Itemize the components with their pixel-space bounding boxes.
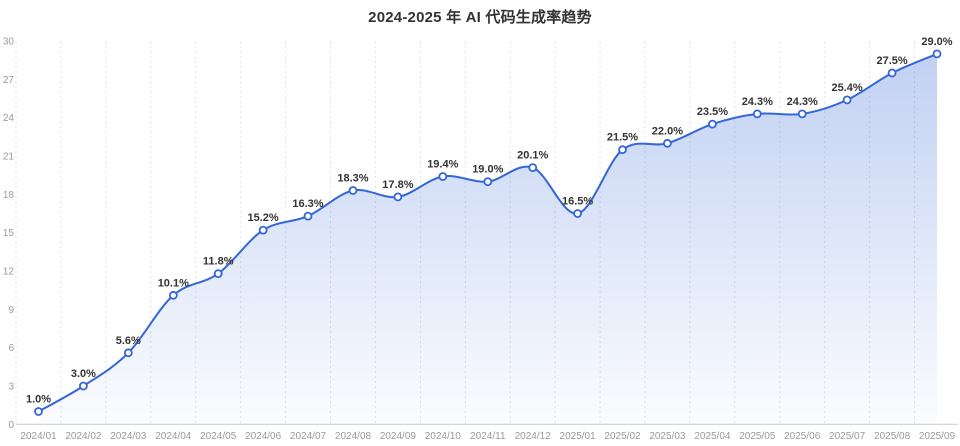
- data-point-marker[interactable]: [573, 209, 582, 218]
- x-axis-tick-label: 2024/02: [65, 431, 102, 442]
- x-axis-tick-label: 2025/04: [694, 431, 731, 442]
- data-point-label: 23.5%: [697, 106, 728, 118]
- y-axis-tick-label: 21: [3, 152, 15, 163]
- data-point-label: 20.1%: [517, 150, 548, 162]
- y-axis-tick-label: 15: [3, 228, 15, 239]
- data-point-label: 3.0%: [71, 368, 96, 380]
- x-axis-tick-label: 2025/02: [604, 431, 641, 442]
- x-axis-tick-label: 2024/03: [110, 431, 147, 442]
- x-axis-tick-label: 2025/05: [739, 431, 776, 442]
- data-point-label: 19.0%: [472, 164, 503, 176]
- data-point-label: 19.4%: [427, 159, 458, 171]
- data-point-label: 10.1%: [158, 277, 189, 289]
- data-point-label: 24.3%: [787, 96, 818, 108]
- y-axis-tick-label: 12: [3, 267, 15, 278]
- data-point-marker[interactable]: [797, 109, 807, 119]
- data-point-label: 21.5%: [607, 132, 638, 144]
- x-axis-tick-label: 2024/11: [470, 431, 506, 442]
- x-axis-tick-label: 2024/09: [380, 431, 417, 442]
- data-point-label: 1.0%: [26, 394, 51, 406]
- x-axis-tick-label: 2024/07: [290, 431, 327, 442]
- chart-title: 2024-2025 年 AI 代码生成率趋势: [368, 9, 592, 26]
- data-point-label: 11.8%: [203, 256, 234, 268]
- data-point-marker[interactable]: [258, 225, 268, 235]
- y-axis-tick-label: 24: [3, 113, 15, 124]
- x-axis-tick-label: 2025/07: [829, 431, 866, 442]
- data-point-label: 5.6%: [116, 335, 141, 347]
- data-point-marker[interactable]: [663, 138, 672, 148]
- data-point-marker[interactable]: [303, 211, 313, 221]
- data-point-label: 29.0%: [921, 36, 952, 48]
- data-point-marker[interactable]: [348, 186, 358, 195]
- data-point-marker[interactable]: [842, 95, 852, 105]
- data-point-label: 22.0%: [652, 125, 683, 137]
- y-axis-tick-label: 9: [8, 305, 14, 316]
- data-point-marker[interactable]: [79, 381, 88, 391]
- data-point-label: 16.3%: [292, 198, 323, 210]
- y-axis-tick-label: 30: [3, 37, 15, 48]
- data-point-marker[interactable]: [393, 192, 403, 202]
- y-axis-tick-label: 6: [8, 343, 14, 354]
- x-axis-tick-label: 2025/09: [919, 431, 956, 442]
- data-point-label: 27.5%: [876, 55, 907, 67]
- x-axis-tick-label: 2025/03: [649, 431, 686, 442]
- data-point-marker[interactable]: [438, 172, 448, 181]
- x-axis-tick-label: 2024/05: [200, 431, 237, 442]
- x-axis-tick-label: 2025/01: [560, 431, 597, 442]
- data-point-label: 15.2%: [247, 212, 278, 224]
- data-point-marker[interactable]: [708, 119, 717, 129]
- x-axis-tick-label: 2024/08: [335, 431, 372, 442]
- data-point-marker[interactable]: [34, 407, 43, 416]
- x-axis-tick-label: 2025/08: [874, 431, 911, 442]
- x-axis-tick-label: 2024/04: [155, 431, 192, 442]
- data-point-label: 16.5%: [562, 196, 593, 208]
- x-axis-tick-label: 2024/10: [425, 431, 462, 442]
- data-point-marker[interactable]: [752, 109, 762, 119]
- x-axis-tick-label: 2024/12: [515, 431, 552, 442]
- data-point-marker[interactable]: [213, 269, 223, 279]
- data-point-marker[interactable]: [887, 68, 897, 78]
- area-fill: [38, 53, 937, 425]
- data-point-marker[interactable]: [123, 348, 133, 358]
- y-axis-tick-label: 3: [8, 382, 14, 393]
- data-point-label: 17.8%: [382, 179, 413, 191]
- x-axis-tick-label: 2024/01: [20, 431, 57, 442]
- data-point-marker[interactable]: [168, 290, 178, 300]
- data-point-label: 18.3%: [337, 173, 368, 185]
- data-point-marker[interactable]: [618, 145, 627, 155]
- data-point-label: 25.4%: [831, 82, 862, 94]
- y-axis-tick-label: 0: [8, 420, 14, 431]
- data-point-marker[interactable]: [932, 49, 942, 59]
- y-axis-tick-label: 27: [3, 75, 15, 86]
- data-point-marker[interactable]: [528, 163, 538, 173]
- x-axis-tick-label: 2025/06: [784, 431, 821, 442]
- data-point-label: 24.3%: [742, 96, 773, 108]
- data-point-marker[interactable]: [483, 177, 493, 187]
- x-axis-tick-label: 2024/06: [245, 431, 282, 442]
- y-axis-tick-label: 18: [3, 190, 15, 201]
